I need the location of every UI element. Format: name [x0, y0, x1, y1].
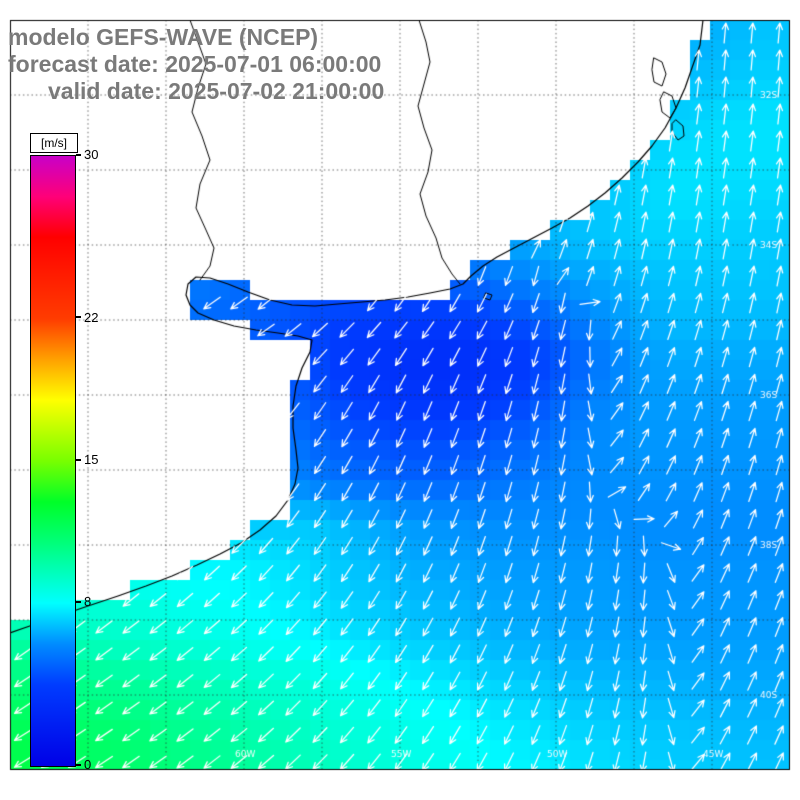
colorbar-tick-value: 0: [84, 757, 92, 772]
colorbar-tick-mark: [76, 316, 81, 319]
colorbar-tick-value: 8: [84, 594, 92, 610]
colorbar-tick-value: 30: [84, 147, 99, 162]
forecast-date-line: forecast date: 2025-07-01 06:00:00: [8, 51, 382, 77]
colorbar-tick: 22: [76, 310, 98, 325]
colorbar-tick: 8: [76, 594, 91, 609]
colorbar-tick-mark: [76, 153, 81, 156]
colorbar-ticks: 30 22 15 8 0: [76, 147, 146, 772]
colorbar-tick-value: 15: [84, 452, 99, 467]
colorbar-tick: 30: [76, 147, 98, 162]
colorbar-tick-value: 22: [84, 309, 99, 325]
colorbar-tick: 15: [76, 452, 98, 467]
colorbar-tick-mark: [76, 763, 81, 766]
valid-date-line: valid date: 2025-07-02 21:00:00: [48, 78, 385, 104]
colorbar: [m/s] 30 22 15 8 0: [30, 133, 150, 772]
title-block: modelo GEFS-WAVE (NCEP) forecast date: 2…: [8, 24, 384, 105]
colorbar-gradient: [30, 155, 76, 767]
model-title: modelo GEFS-WAVE (NCEP): [8, 24, 319, 50]
colorbar-tick: 0: [76, 757, 91, 772]
colorbar-tick-mark: [76, 600, 81, 603]
colorbar-unit-label: [m/s]: [30, 133, 78, 153]
colorbar-tick-mark: [76, 458, 81, 461]
